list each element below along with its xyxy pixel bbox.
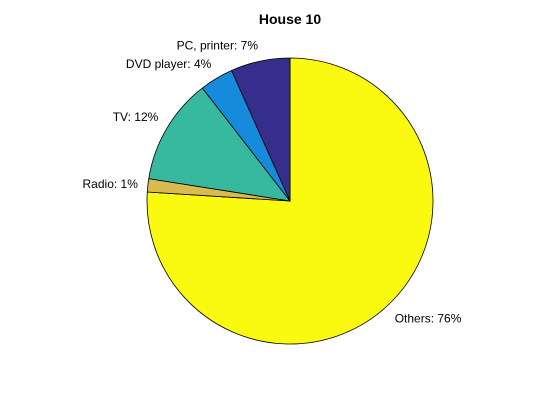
pie-slices bbox=[146, 57, 434, 345]
pie-slice-4 bbox=[231, 57, 291, 202]
pie-slice-label-2: TV: 12% bbox=[113, 110, 159, 124]
pie-slice-2 bbox=[148, 87, 291, 202]
pie-slice-label-4: PC, printer: 7% bbox=[177, 38, 259, 52]
pie-slice-label-3: DVD player: 4% bbox=[126, 57, 212, 71]
pie-slice-label-1: Radio: 1% bbox=[83, 177, 139, 191]
pie-slice-0 bbox=[146, 57, 434, 345]
pie-labels: Others: 76% Radio: 1% TV: 12% DVD player: 4… bbox=[83, 38, 462, 325]
pie-slice-label-0: Others: 76% bbox=[395, 312, 462, 326]
chart-title: House 10 bbox=[259, 11, 321, 27]
